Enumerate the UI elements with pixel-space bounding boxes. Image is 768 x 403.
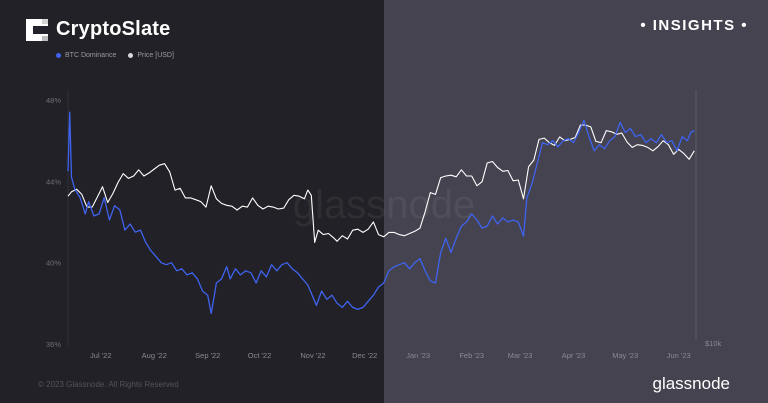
x-tick-label: Feb '23: [459, 351, 484, 360]
x-tick-label: Nov '22: [300, 351, 325, 360]
x-tick-label: Sep '22: [195, 351, 220, 360]
legend-item-price: Price [USD]: [128, 52, 174, 59]
y-tick-label: 40%: [46, 259, 61, 268]
insights-label: INSIGHTS: [652, 17, 736, 34]
btc-dominance-series-line: [67, 111, 695, 315]
x-tick-label: Mar '23: [508, 351, 533, 360]
watermark: glassnode: [293, 183, 475, 227]
legend-item-btc-dominance: BTC Dominance: [56, 52, 116, 59]
x-tick-label: Dec '22: [352, 351, 377, 360]
y-tick-label: 48%: [46, 96, 61, 105]
x-tick-label: Oct '22: [248, 351, 272, 360]
x-tick-label: Jan '23: [406, 351, 430, 360]
background-right-panel: [384, 0, 768, 403]
x-tick-label: Jun '23: [667, 351, 691, 360]
price-series-line: [67, 124, 695, 243]
chart-legend: BTC Dominance Price [USD]: [56, 52, 174, 59]
copyright-text: © 2023 Glassnode. All Rights Reserved: [38, 380, 179, 389]
x-tick-label: May '23: [612, 351, 638, 360]
background-left-panel: [0, 0, 384, 403]
x-tick-label: Apr '23: [562, 351, 586, 360]
y-right-tick-label: $10k: [705, 339, 722, 348]
x-tick-label: Aug '22: [142, 351, 167, 360]
glassnode-logo-text: glassnode: [652, 374, 730, 393]
y-tick-label: 36%: [46, 340, 61, 349]
y-tick-label: 44%: [46, 177, 61, 186]
x-tick-label: Jul '22: [90, 351, 111, 360]
legend-label-btc-dominance: BTC Dominance: [65, 52, 117, 59]
cryptoslate-logo-icon: [26, 18, 48, 41]
brand-name: CryptoSlate: [56, 18, 171, 40]
legend-dot-price: [128, 53, 134, 58]
legend-dot-btc-dominance: [56, 53, 61, 58]
legend-label-price: Price [USD]: [137, 52, 174, 59]
brand: CryptoSlate: [26, 18, 170, 41]
insights-tag: • INSIGHTS •: [640, 17, 748, 34]
